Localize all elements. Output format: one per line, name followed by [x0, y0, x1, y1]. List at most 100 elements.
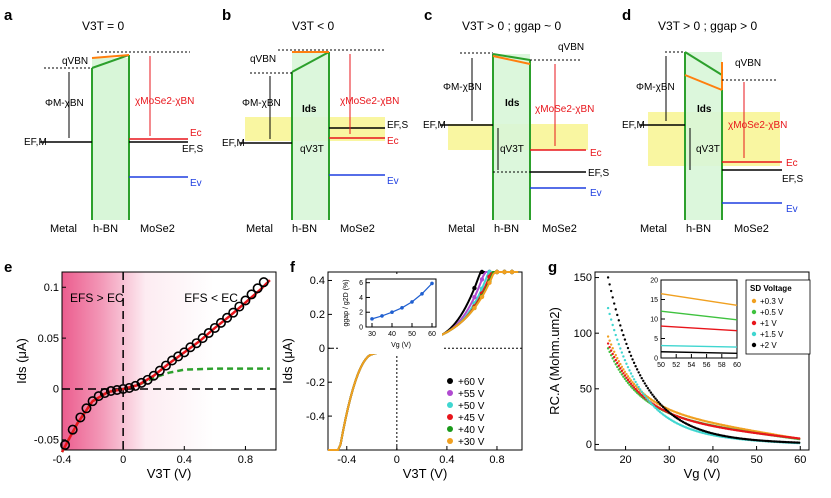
d-mose2: MoSe2	[734, 223, 769, 235]
g-series-point-0	[625, 372, 628, 376]
b-chi: χMoSe2-χBN	[340, 96, 399, 107]
panel-c: c V3T > 0 ; ggap ~ 0 qVBN ΦM-χBN Ids χMo…	[423, 7, 609, 235]
c-ev: Ev	[590, 188, 602, 199]
g-series-point-0	[608, 339, 611, 342]
g-series-point-4	[637, 371, 640, 374]
g-series-point-3	[623, 358, 627, 362]
e-data-point	[209, 322, 220, 333]
g-series-point-0	[613, 350, 616, 353]
g-inset-xtick-label: 56	[703, 362, 711, 369]
e-frame	[61, 271, 277, 451]
g-series-point-2	[623, 374, 627, 377]
e-data-point	[160, 360, 171, 371]
c-qv3t: qV3T	[500, 144, 524, 155]
g-series-point-3	[617, 342, 621, 346]
panel-d-letter: d	[622, 7, 631, 24]
c-efs: EF,S	[588, 168, 609, 179]
f-inset-point	[370, 317, 374, 321]
g-legend-marker	[751, 298, 757, 304]
e-data-point	[252, 283, 263, 294]
panel-b: b V3T < 0 qVBN ΦM-χBN Ids χMoSe2-χBN EF,…	[222, 7, 408, 235]
f-frame	[327, 271, 523, 451]
g-legend-marker	[751, 320, 757, 326]
g-series-point-3	[608, 312, 611, 316]
e-data-point	[228, 307, 239, 318]
g-series-point-3	[637, 385, 640, 389]
b-mose2: MoSe2	[340, 223, 375, 235]
g-series-point-3	[622, 355, 625, 358]
g-series-point-3	[616, 338, 619, 341]
g-inset-line-0	[660, 292, 738, 307]
g-series-point-4	[620, 329, 624, 332]
panel-b-title: V3T < 0	[292, 19, 334, 33]
f-inset-point	[420, 291, 424, 296]
g-series-point-4	[628, 350, 631, 354]
f-inset-xtick-label: 30	[368, 331, 376, 338]
g-series-point-0	[631, 381, 634, 384]
g-inset-line-3	[660, 344, 738, 348]
e-ytick-label: 0	[53, 384, 59, 396]
g-inset-xtick-label: 52	[672, 362, 680, 369]
g-series-point-4	[654, 397, 657, 400]
a-chi: χMoSe2-χBN	[135, 96, 194, 107]
g-series-point-2	[637, 391, 640, 394]
g-series-point-4	[634, 364, 637, 368]
g-legend-label: +1.5 V	[760, 330, 784, 339]
b-metal: Metal	[246, 223, 273, 235]
g-series-point-0	[614, 353, 617, 357]
g-series-point-0	[609, 343, 613, 346]
g-xtick-label: 20	[619, 454, 631, 466]
a-metal: Metal	[50, 223, 77, 235]
b-hbn: h-BN	[292, 223, 317, 235]
f-ylabel: Ids (μA)	[280, 338, 295, 384]
g-series-point-0	[622, 368, 625, 371]
g-series-point-3	[614, 333, 617, 337]
e-data-point	[154, 365, 165, 376]
g-series-point-0	[626, 375, 630, 378]
panel-e-letter: e	[4, 259, 12, 276]
f-series-point-5	[479, 294, 485, 300]
g-xtick-label: 40	[707, 454, 719, 466]
g-series-point-0	[620, 365, 624, 369]
panel-a: a V3T = 0 qVBN ΦM-χBN χMoSe2-χBN EF,M Ec…	[4, 7, 203, 235]
g-series-point-3	[642, 392, 645, 396]
g-series-point-3	[609, 318, 613, 321]
g-series-point-0	[617, 360, 621, 363]
panel-f-letter: f	[290, 259, 296, 276]
e-data-point	[124, 382, 135, 393]
g-series-point-0	[611, 347, 614, 350]
b-efm: EF,M	[222, 138, 245, 149]
e-data-point	[112, 384, 123, 395]
f-inset-ytick-label: 0	[359, 324, 363, 331]
g-series-point-3	[629, 372, 633, 375]
d-ids: Ids	[697, 104, 712, 115]
e-data-point	[118, 383, 129, 394]
g-series-point-4	[648, 389, 651, 392]
panel-e: e -0.4 0 0.4 0.8 -0.05 0 0.05 0.1 V3T (V) Ids (μA…	[4, 259, 277, 481]
f-series-point-5	[494, 269, 500, 275]
f-inset-point	[410, 300, 414, 304]
c-efm: EF,M	[423, 120, 446, 131]
f-inset-xtick-label: 60	[428, 331, 436, 338]
b-ev: Ev	[387, 176, 399, 187]
g-series-point-2	[631, 384, 634, 387]
f-legend-label: +30 V	[458, 437, 485, 448]
panel-b-letter: b	[222, 7, 231, 24]
a-ev: Ev	[190, 178, 202, 189]
g-inset-ytick-label: 10	[650, 316, 658, 323]
f-legend-marker	[447, 438, 453, 444]
g-series-point-4	[609, 289, 613, 293]
g-series-point-3	[626, 365, 630, 369]
g-series-point-3	[654, 406, 657, 410]
panel-a-title: V3T = 0	[82, 19, 124, 33]
g-legend-label: +0.5 V	[760, 308, 784, 317]
g-series-point-4	[611, 296, 614, 299]
e-data-point	[246, 289, 257, 300]
f-series-point-1	[472, 295, 477, 300]
e-annotation-right: EFS < EC	[184, 291, 238, 305]
e-data-point	[67, 424, 78, 435]
f-xtick-label: 0	[394, 454, 400, 466]
panel-a-letter: a	[4, 7, 13, 24]
e-data-point	[191, 338, 202, 349]
